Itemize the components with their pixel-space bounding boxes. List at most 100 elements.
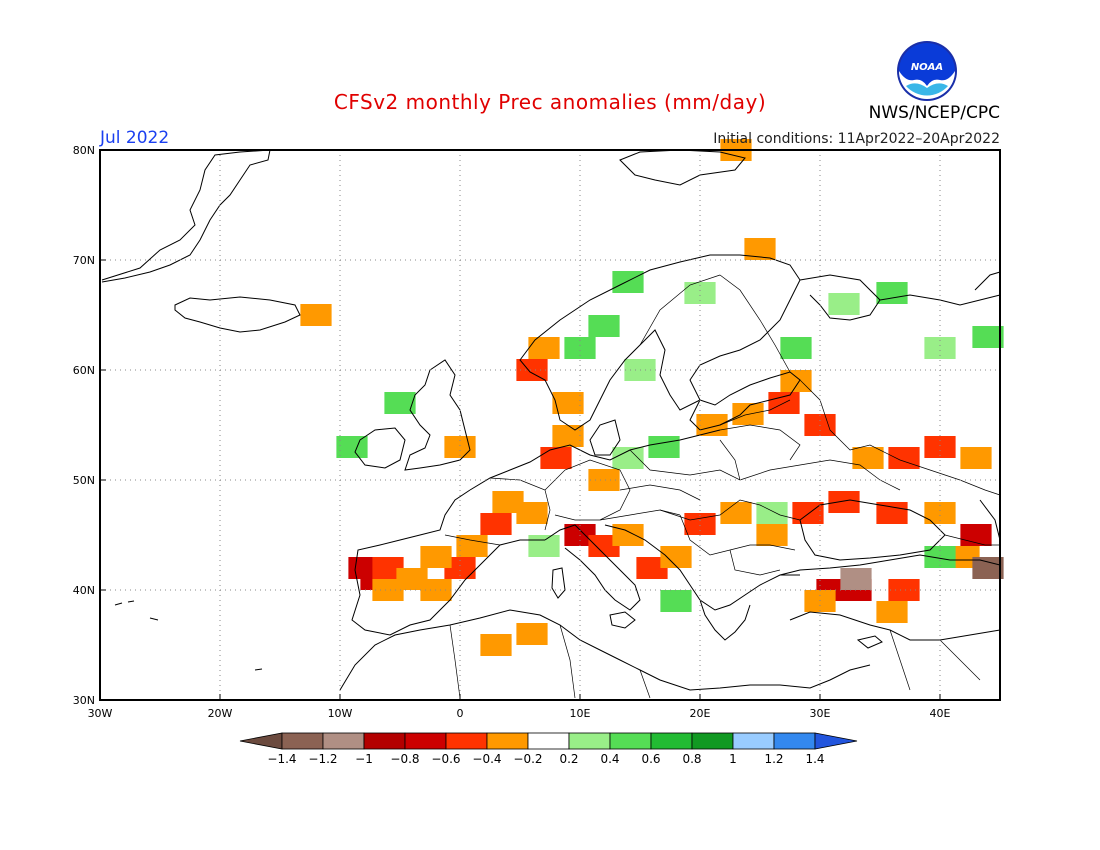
logo-text: NOAA (911, 62, 943, 73)
colorbar-swatch (691, 732, 734, 750)
lat-tick-label: 80N (73, 144, 95, 157)
anomaly-cell (588, 315, 620, 337)
anomaly-cell (840, 568, 872, 590)
anomaly-cell (516, 623, 548, 645)
anomaly-cell (792, 502, 824, 524)
colorbar-swatch (445, 732, 488, 750)
border-czech (619, 484, 701, 501)
anomaly-cell (924, 436, 956, 458)
border-scandinavia (639, 274, 721, 346)
anomaly-cell (972, 557, 1004, 579)
colorbar-swatch (404, 732, 447, 750)
anomaly-cell (744, 238, 776, 260)
anomaly-cell (480, 634, 512, 656)
anomaly-cell (696, 414, 728, 436)
anomaly-cell (756, 502, 788, 524)
anomaly-cell (300, 304, 332, 326)
coastline-azores (114, 600, 159, 621)
anomaly-cell (876, 282, 908, 304)
anomaly-cell (612, 271, 644, 293)
anomaly-cell (924, 337, 956, 359)
border-caucasus (944, 534, 1000, 546)
map-frame (99, 149, 1001, 701)
anomaly-cell (336, 436, 368, 458)
coastline-turkey (779, 554, 1001, 576)
lon-tick-label: 40E (930, 707, 951, 720)
coastline-baltic (689, 371, 801, 431)
anomaly-cell (780, 370, 812, 392)
anomaly-cell (540, 447, 572, 469)
lon-tick-label: 20W (208, 707, 233, 720)
coastlines (101, 149, 1001, 691)
border-baltics (719, 399, 791, 426)
colorbar-swatch (363, 732, 406, 750)
anomaly-cell (480, 513, 512, 535)
noaa-logo-icon: NOAA (897, 41, 957, 101)
colorbar: −1.4 −1.2 −1 −0.8 −0.6 −0.4 −0.2 0.2 0.4 0.6 0.8 1 1… (239, 732, 858, 766)
colorbar-label: −1 (355, 752, 373, 766)
lat-tick-label: 40N (73, 584, 95, 597)
coastline-continent-north (469, 429, 721, 491)
anomaly-cell (444, 557, 476, 579)
anomaly-cell (756, 524, 788, 546)
coastline-north-africa (339, 609, 871, 691)
coastline-italy (544, 524, 641, 611)
anomaly-cell (516, 502, 548, 524)
border-middle-east (889, 629, 981, 691)
anomaly-cell (516, 359, 548, 381)
anomaly-cell (960, 447, 992, 469)
colorbar-swatch (486, 732, 529, 750)
colorbar-swatch (322, 732, 365, 750)
country-borders (444, 274, 1001, 699)
coastline-scandinavia (519, 254, 801, 431)
anomaly-cell (384, 392, 416, 414)
initial-conditions: Initial conditions: 11Apr2022–20Apr2022 (713, 131, 1000, 147)
coastline-canary (254, 668, 263, 671)
lon-tick-label: 10W (328, 707, 353, 720)
border-africa (449, 624, 651, 699)
anomaly-cell (564, 337, 596, 359)
colorbar-label: −0.4 (472, 752, 501, 766)
border-bulgaria (729, 549, 781, 576)
anomaly-cells (300, 139, 1004, 656)
anomaly-cell (732, 403, 764, 425)
anomaly-cell (852, 447, 884, 469)
colorbar-label: −1.2 (308, 752, 337, 766)
colorbar-label: 0.8 (682, 752, 701, 766)
anomaly-cell (660, 590, 692, 612)
anomaly-cell (684, 282, 716, 304)
lat-tick-label: 60N (73, 364, 95, 377)
coastline-caspian (979, 499, 1001, 541)
anomaly-cell (888, 447, 920, 469)
lon-tick-label: 0 (457, 707, 464, 720)
border-russia (799, 379, 1001, 496)
coastline-cyprus (856, 635, 883, 649)
lon-tick-label: 10E (570, 707, 591, 720)
anomaly-cell (636, 557, 668, 579)
colorbar-label: 0.2 (559, 752, 578, 766)
colorbar-swatch (527, 732, 570, 750)
colorbar-swatch (732, 732, 775, 750)
border-poland (629, 439, 741, 481)
coastline-ireland (354, 427, 406, 469)
colorbar-label: −1.4 (267, 752, 296, 766)
colorbar-label: 0.6 (641, 752, 660, 766)
colorbar-swatch (773, 732, 816, 750)
coastline-kola (799, 274, 881, 321)
border-finland (719, 274, 791, 373)
colorbar-label: −0.8 (390, 752, 419, 766)
lon-tick-label: 20E (690, 707, 711, 720)
colorbar-label: −0.2 (513, 752, 542, 766)
anomaly-cell (444, 436, 476, 458)
border-spain (444, 534, 501, 546)
coastline-sicily (609, 611, 636, 629)
coastline-sardinia (551, 567, 566, 599)
anomaly-cell (828, 491, 860, 513)
anomaly-cell (588, 469, 620, 491)
lat-tick-label: 50N (73, 474, 95, 487)
anomaly-cell (684, 513, 716, 535)
anomaly-cell (552, 392, 584, 414)
colorbar-label: 1.4 (805, 752, 824, 766)
lon-tick-label: 30E (810, 707, 831, 720)
